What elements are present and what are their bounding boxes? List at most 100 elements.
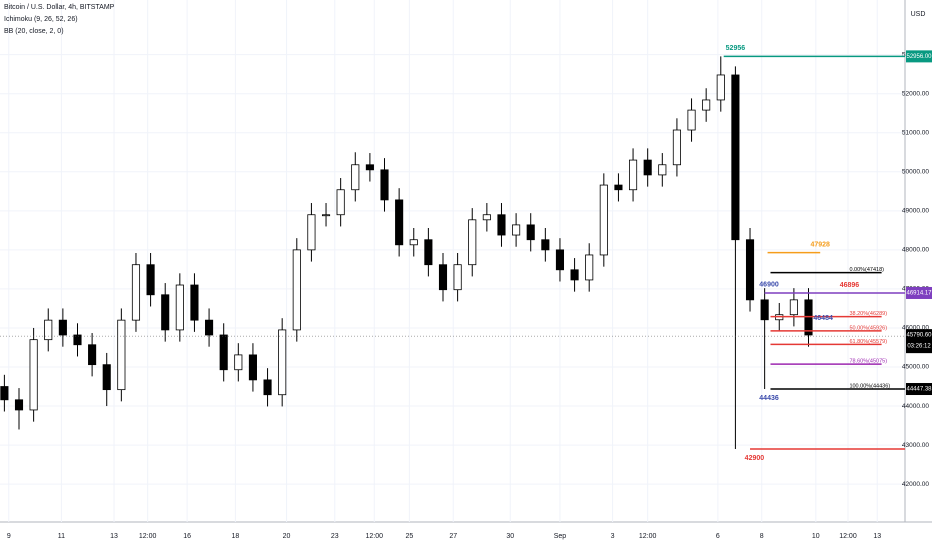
candle-body: [278, 329, 287, 396]
y-tick-label: 52000.00: [902, 90, 929, 97]
plot: [0, 56, 813, 449]
candle-body: [760, 299, 769, 321]
level-label: 44436: [759, 395, 779, 402]
last-price-tag-bg: [906, 329, 932, 354]
price-tag-bg: [906, 286, 932, 299]
fib-label: 0.00%(47418): [849, 267, 884, 273]
candle-body: [248, 354, 257, 381]
candle-body: [351, 164, 360, 191]
x-tick-label: 30: [506, 533, 514, 540]
level-label: 42900: [745, 455, 765, 462]
candle-body: [687, 109, 696, 131]
candle-body: [29, 339, 38, 411]
level-label: 52956: [726, 45, 746, 52]
candle-body: [234, 354, 243, 371]
candle-body: [380, 169, 389, 201]
x-tick-label: 12:00: [839, 533, 857, 540]
x-tick-label: 11: [58, 533, 65, 540]
candle-body: [219, 334, 228, 371]
last-price-tag: 45790.60: [906, 333, 932, 339]
candle-body: [789, 299, 798, 316]
x-tick-label: 6: [716, 533, 720, 540]
candle-body: [365, 164, 374, 171]
price-tag: 52956.00: [906, 54, 932, 60]
candle-body: [526, 224, 535, 241]
y-tick-label: 46000.00: [902, 325, 929, 332]
x-tick-label: 8: [760, 533, 764, 540]
x-tick-label: 27: [449, 533, 457, 540]
x-tick-label: 20: [283, 533, 291, 540]
candle-body: [190, 284, 199, 321]
x-tick-label: 13: [873, 533, 881, 540]
indicator-label: BB (20, close, 2, 0): [4, 28, 64, 35]
candle-body: [629, 159, 638, 191]
fib-label: 100.00%(44436): [849, 383, 890, 389]
currency-label: USD: [911, 11, 926, 18]
candle-body: [599, 184, 608, 256]
candle-body: [88, 344, 97, 366]
candle-body: [614, 184, 623, 191]
candle-body: [453, 264, 462, 291]
level-label: 46484: [813, 315, 833, 322]
candle-body: [745, 239, 755, 301]
x-tick-label: 12:00: [366, 533, 384, 540]
x-tick-label: 23: [331, 533, 339, 540]
candle-body: [44, 319, 53, 341]
candle-body: [131, 264, 141, 321]
x-tick-label: 13: [110, 533, 118, 540]
fib-label: 50.00%(45926): [849, 325, 887, 331]
candle-body: [117, 319, 126, 391]
candle-body: [14, 399, 24, 411]
x-tick-label: 12:00: [139, 533, 157, 540]
price-tag: 46914.17: [906, 291, 932, 297]
candle-body: [702, 99, 711, 111]
chart-title: Bitcoin / U.S. Dollar, 4h, BITSTAMP: [4, 4, 115, 11]
candle-body: [263, 379, 272, 396]
y-tick-label: 45000.00: [902, 364, 929, 371]
y-tick-label: 49000.00: [902, 208, 929, 215]
candle-body: [307, 214, 316, 251]
indicator-label: Ichimoku (9, 26, 52, 26): [4, 16, 78, 23]
level-label: 46896: [840, 282, 860, 289]
candle-body: [541, 239, 550, 251]
candle-body: [672, 129, 681, 166]
level-label: 46900: [759, 282, 779, 289]
x-tick-label: 16: [183, 533, 191, 540]
candle-body: [146, 264, 155, 296]
y-tick-label: 44000.00: [902, 403, 929, 410]
fib-label: 78.60%(45075): [849, 359, 887, 365]
overlay: 42000.00 43000.00 44000.00 45000.00 46000.00…: [0, 45, 932, 540]
candle-body: [716, 74, 725, 101]
candle-body: [73, 334, 82, 346]
candle-body: [321, 214, 331, 217]
x-tick-label: 9: [7, 533, 11, 540]
candle-body: [102, 364, 111, 391]
price-tag: 44447.38: [906, 387, 932, 393]
candle-body: [570, 269, 579, 281]
candle-body: [409, 239, 418, 246]
candle-body: [658, 164, 667, 176]
candle-body: [424, 239, 433, 266]
candle-body: [438, 264, 448, 291]
fib-label: 38.20%(46289): [849, 311, 887, 317]
candle-body: [497, 214, 506, 236]
candle-body: [205, 319, 214, 336]
x-tick-label: 10: [812, 533, 820, 540]
candle-body: [395, 199, 404, 246]
price-tag-bg: [906, 383, 932, 396]
x-tick-label: 12:00: [639, 533, 657, 540]
candle-body: [482, 214, 491, 221]
candle-body: [0, 386, 9, 401]
candle-body: [58, 319, 67, 336]
countdown: 03:26:12: [907, 344, 931, 350]
y-tick-label: 51000.00: [902, 129, 929, 136]
x-tick-label: 18: [231, 533, 239, 540]
x-tick-label: 3: [611, 533, 615, 540]
x-tick-label: Sep: [554, 533, 567, 540]
candle-body: [512, 224, 521, 236]
candle-body: [336, 189, 345, 216]
y-tick-label: 48000.00: [902, 247, 929, 254]
y-tick-label: 50000.00: [902, 169, 929, 176]
